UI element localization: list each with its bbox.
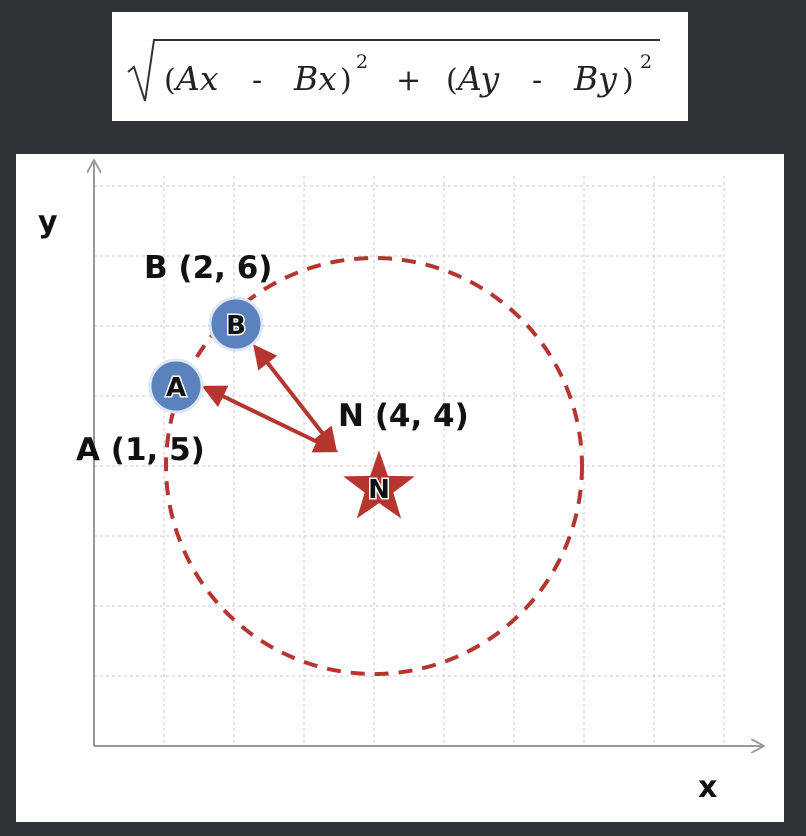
term-ay: Ay xyxy=(455,59,499,98)
close-paren-2: ) xyxy=(622,63,634,98)
exponent-2: 2 xyxy=(640,51,652,73)
term-by: By xyxy=(573,59,617,98)
y-axis-label: y xyxy=(38,205,58,240)
exponent-1: 2 xyxy=(356,51,368,73)
point-b-label: B (2, 6) xyxy=(144,250,272,286)
point-b-marker: B xyxy=(208,296,264,352)
arrow-n-to-a xyxy=(201,385,339,453)
distance-circle xyxy=(164,256,584,676)
formula-panel: ( Ax - Bx ) 2 + ( Ay - By ) 2 xyxy=(112,12,688,121)
point-b-circle xyxy=(208,296,264,352)
point-a-letter: A xyxy=(166,373,186,403)
star-icon xyxy=(338,445,420,523)
minus-2: - xyxy=(532,63,542,98)
square-root-symbol xyxy=(127,39,660,102)
point-a-circle xyxy=(148,358,204,414)
point-n-star: N xyxy=(338,445,420,523)
term-bx: Bx xyxy=(293,59,337,98)
coordinate-diagram: y x N A B B (2, 6) A (1, 5) N (4, 4) xyxy=(16,154,784,822)
x-axis-label: x xyxy=(698,770,717,805)
close-paren-1: ) xyxy=(340,63,352,98)
distance-formula: ( Ax - Bx ) 2 + ( Ay - By ) 2 xyxy=(127,39,660,102)
term-ax: Ax xyxy=(173,59,219,98)
coordinate-plane: y x N A B B (2, 6) A (1, 5) N (4, 4) xyxy=(38,154,784,805)
point-n-letter: N xyxy=(368,475,390,505)
open-paren-1: ( xyxy=(164,63,176,98)
arrow-n-to-b xyxy=(253,344,337,452)
point-b-letter: B xyxy=(226,311,246,341)
minus-1: - xyxy=(252,63,262,98)
point-a-marker: A xyxy=(148,358,204,414)
point-a-label: A (1, 5) xyxy=(76,432,205,468)
point-n-label: N (4, 4) xyxy=(338,398,469,434)
open-paren-2: ( xyxy=(446,63,458,98)
plus-sign: + xyxy=(396,63,421,98)
